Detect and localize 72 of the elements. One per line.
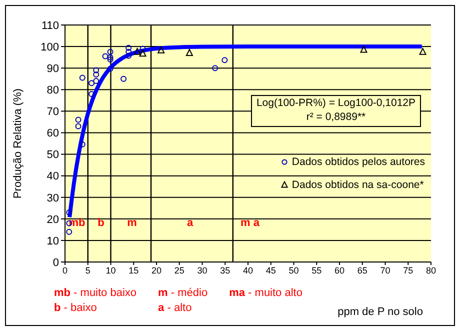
x-tick-label: 35 [220, 265, 230, 276]
y-tick-label: 50 [46, 149, 59, 162]
y-tick-label: 70 [46, 106, 59, 118]
annotation: b [98, 217, 105, 229]
y-tick-label: 60 [46, 128, 59, 140]
point [134, 48, 141, 55]
point [120, 76, 127, 82]
x-axis-title: ppm de P no solo [338, 306, 423, 318]
y-tick-label: 100 [40, 41, 59, 54]
legend-label: Dados obtidos na sa-coone* [292, 178, 424, 190]
point [79, 74, 86, 81]
point [66, 228, 72, 235]
x-tick-label: 40 [242, 265, 254, 276]
point [212, 65, 218, 72]
point [126, 44, 132, 51]
x-tick-label: 55 [312, 265, 322, 276]
y-axis-title: Produção Relativa (%) [12, 88, 24, 199]
x-tick-label: 45 [266, 265, 276, 276]
point [419, 48, 426, 55]
annotation: m a [240, 217, 260, 229]
point [66, 209, 72, 216]
text: m - médio [158, 287, 209, 299]
x-tick-label: 0 [62, 265, 68, 276]
point [107, 56, 114, 62]
annotation: r² = 0,8989** [305, 110, 367, 124]
point [75, 123, 82, 130]
annotation: a [186, 217, 194, 229]
point [140, 46, 146, 52]
y-tick-label: 80 [46, 84, 59, 97]
legend-label: Dados obtidos pelos autores [292, 156, 425, 168]
x-tick-label: 10 [106, 265, 116, 276]
x-tick-label: 20 [151, 265, 162, 276]
point [93, 72, 100, 78]
point [102, 53, 108, 60]
x-tick-label: 65 [357, 265, 368, 276]
point [158, 46, 165, 54]
y-tick-label: 40 [46, 170, 59, 183]
text: b - baixo [54, 302, 98, 314]
x-tick-label: 5 [85, 265, 90, 276]
x-tick-label: 75 [403, 265, 414, 276]
point [107, 54, 114, 60]
point [88, 90, 95, 97]
y-tick-label: 90 [46, 62, 59, 75]
point [88, 80, 95, 86]
x-tick-label: 70 [380, 265, 390, 276]
point [126, 48, 132, 55]
annotation: Log(100-PR%) = Log100-0,1012P [255, 96, 417, 110]
point [126, 52, 132, 59]
point [107, 66, 114, 72]
point [139, 50, 146, 57]
annotation: m [127, 217, 138, 229]
x-tick-label: 15 [128, 265, 139, 276]
x-tick-label: 60 [334, 265, 345, 276]
point [360, 46, 368, 53]
x-tick-label: 25 [174, 265, 184, 276]
y-tick-label: 10 [46, 235, 59, 248]
point [79, 141, 86, 148]
point [222, 57, 228, 64]
y-tick-label: 30 [46, 192, 59, 204]
text: a - alto [158, 302, 193, 314]
text: ma - muito alto [229, 287, 304, 299]
point [186, 49, 193, 56]
point [93, 78, 100, 84]
point [75, 116, 82, 123]
x-tick-label: 50 [288, 265, 299, 276]
x-tick-label: 80 [426, 265, 436, 276]
text: mb - muito baixo [54, 287, 138, 299]
y-tick-label: 20 [46, 214, 59, 226]
point [107, 48, 114, 55]
point [93, 67, 100, 74]
x-tick-label: 30 [197, 265, 208, 276]
y-tick-label: 110 [41, 20, 59, 32]
